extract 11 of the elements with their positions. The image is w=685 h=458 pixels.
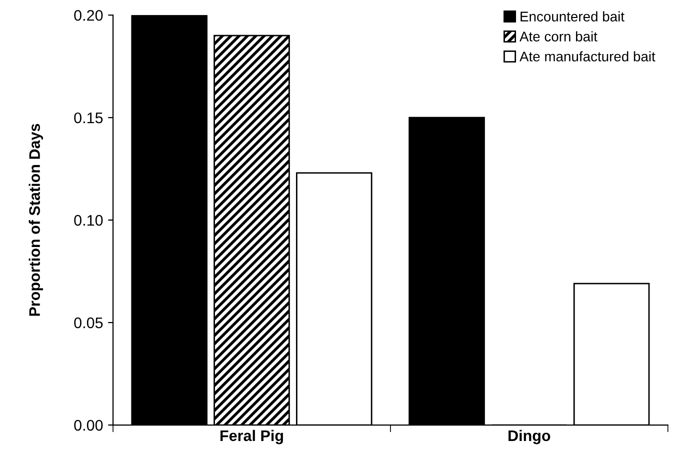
legend-label: Ate manufactured bait — [520, 51, 656, 62]
y-tick-label: 0.20 — [74, 10, 103, 21]
y-tick-label: 0.00 — [74, 420, 103, 431]
y-tick-label: 0.05 — [74, 317, 103, 328]
y-tick-label: 0.15 — [74, 112, 103, 124]
legend-label: Ate corn bait — [520, 31, 598, 42]
y-axis-title: Proportion of Station Days — [28, 124, 44, 316]
y-tick-label: 0.10 — [74, 214, 103, 226]
legend-label: Encountered bait — [520, 11, 624, 22]
x-tick-label: Dingo — [508, 430, 550, 444]
x-tick-label: Feral Pig — [220, 430, 283, 444]
